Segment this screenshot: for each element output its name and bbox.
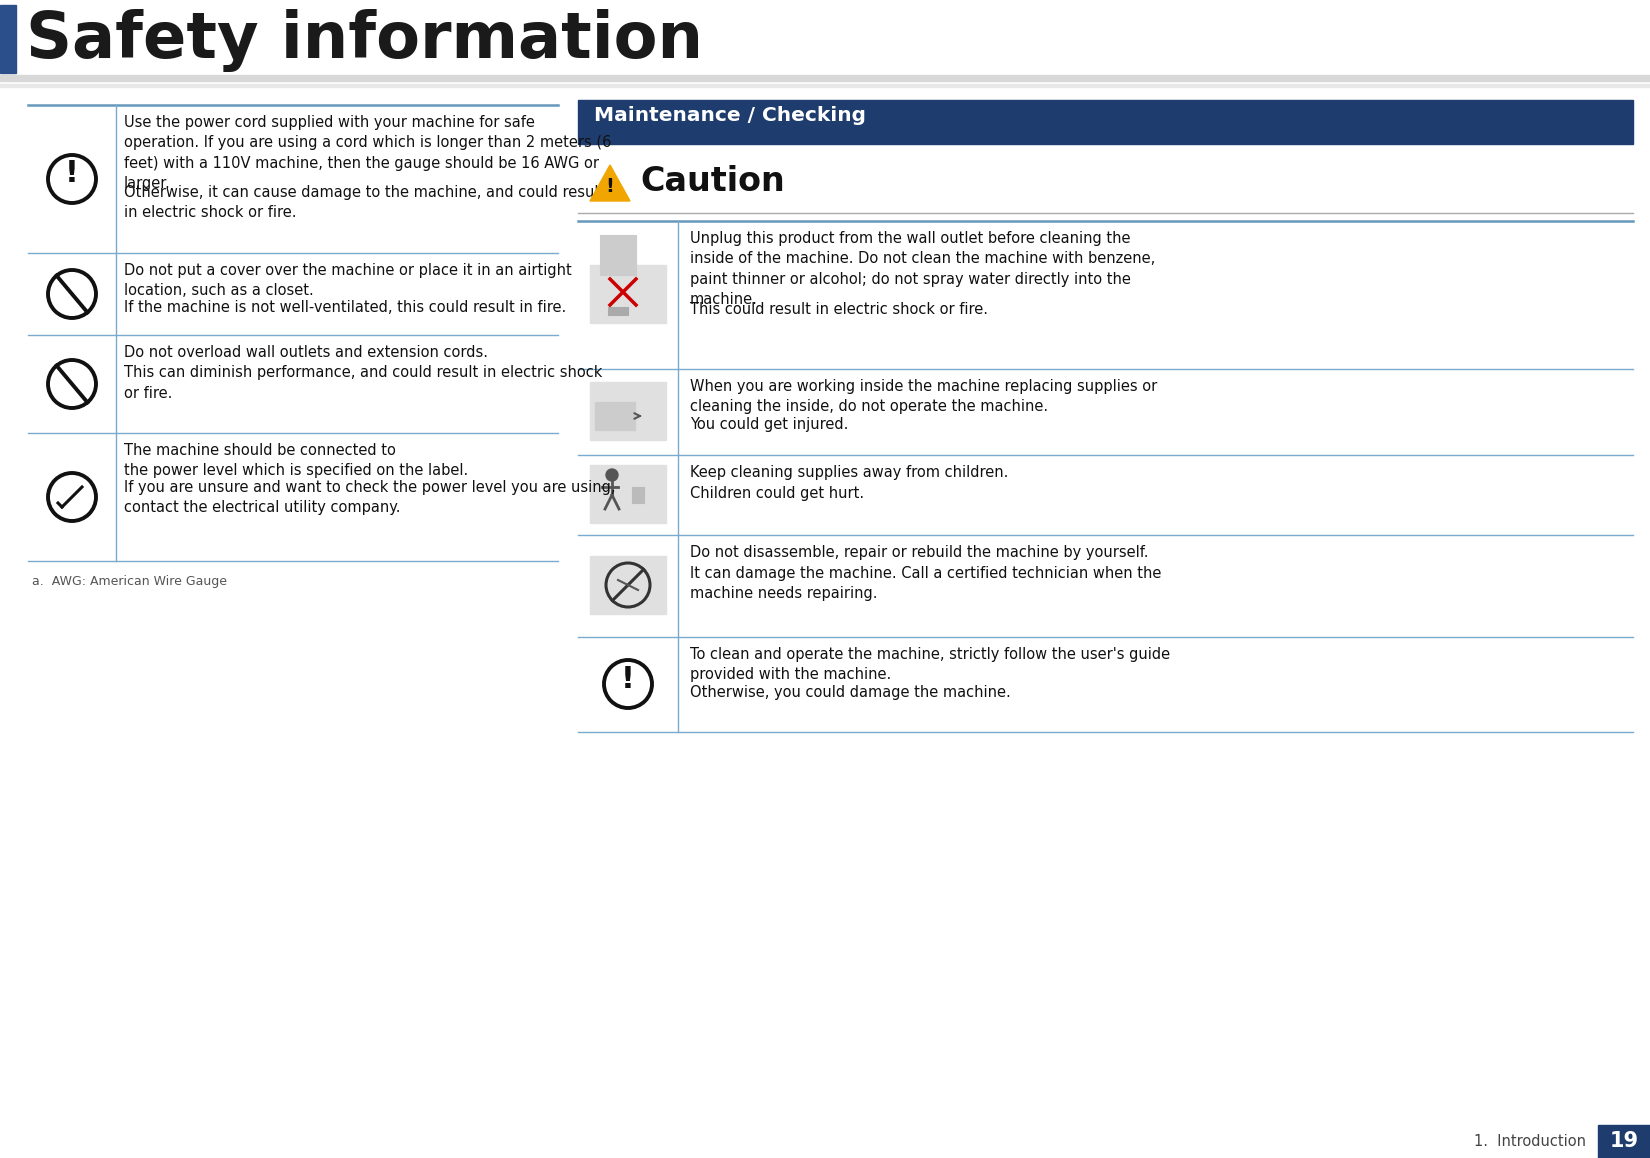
Text: 19: 19 — [1609, 1131, 1638, 1151]
Text: !: ! — [606, 177, 614, 197]
Text: The machine should be connected to
the power level which is specified on the lab: The machine should be connected to the p… — [124, 444, 469, 478]
Text: Do not overload wall outlets and extension cords.: Do not overload wall outlets and extensi… — [124, 345, 488, 360]
Bar — [0, 85, 1650, 87]
Circle shape — [606, 469, 619, 481]
Text: Maintenance / Checking: Maintenance / Checking — [594, 107, 866, 125]
Text: 1.  Introduction: 1. Introduction — [1473, 1134, 1586, 1149]
Text: Do not put a cover over the machine or place it in an airtight
location, such as: Do not put a cover over the machine or p… — [124, 263, 573, 299]
Polygon shape — [591, 164, 630, 201]
Text: Safety information: Safety information — [26, 9, 703, 72]
Text: Caution: Caution — [640, 164, 785, 198]
Text: To clean and operate the machine, strictly follow the user's guide
provided with: To clean and operate the machine, strict… — [690, 647, 1170, 682]
Text: This can diminish performance, and could result in electric shock
or fire.: This can diminish performance, and could… — [124, 366, 602, 401]
Text: !: ! — [620, 665, 635, 694]
Bar — [596, 402, 635, 430]
Text: Otherwise, you could damage the machine.: Otherwise, you could damage the machine. — [690, 684, 1011, 699]
Bar — [591, 556, 667, 614]
Bar — [0, 5, 16, 73]
Text: If the machine is not well-ventilated, this could result in fire.: If the machine is not well-ventilated, t… — [124, 300, 566, 315]
Bar — [578, 100, 1634, 144]
Text: a.  AWG: American Wire Gauge: a. AWG: American Wire Gauge — [31, 576, 228, 588]
Text: Keep cleaning supplies away from children.: Keep cleaning supplies away from childre… — [690, 466, 1008, 481]
Text: Do not disassemble, repair or rebuild the machine by yourself.: Do not disassemble, repair or rebuild th… — [690, 545, 1148, 560]
Bar — [607, 307, 629, 315]
Text: You could get injured.: You could get injured. — [690, 417, 848, 432]
Text: !: ! — [64, 160, 79, 189]
Bar — [591, 382, 667, 440]
Text: If you are unsure and want to check the power level you are using,
contact the e: If you are unsure and want to check the … — [124, 481, 615, 515]
Bar — [601, 235, 635, 274]
Bar — [632, 488, 644, 503]
Text: It can damage the machine. Call a certified technician when the
machine needs re: It can damage the machine. Call a certif… — [690, 566, 1162, 601]
Bar — [591, 265, 667, 323]
Text: Unplug this product from the wall outlet before cleaning the
inside of the machi: Unplug this product from the wall outlet… — [690, 230, 1155, 307]
Bar — [1597, 1126, 1650, 1158]
Text: Otherwise, it can cause damage to the machine, and could result
in electric shoc: Otherwise, it can cause damage to the ma… — [124, 185, 604, 220]
Bar — [0, 75, 1650, 81]
Text: Use the power cord supplied with your machine for safe
operation. If you are usi: Use the power cord supplied with your ma… — [124, 115, 612, 191]
Text: When you are working inside the machine replacing supplies or
cleaning the insid: When you are working inside the machine … — [690, 379, 1157, 415]
Text: Children could get hurt.: Children could get hurt. — [690, 486, 865, 500]
Bar — [591, 466, 667, 523]
Text: This could result in electric shock or fire.: This could result in electric shock or f… — [690, 302, 988, 317]
